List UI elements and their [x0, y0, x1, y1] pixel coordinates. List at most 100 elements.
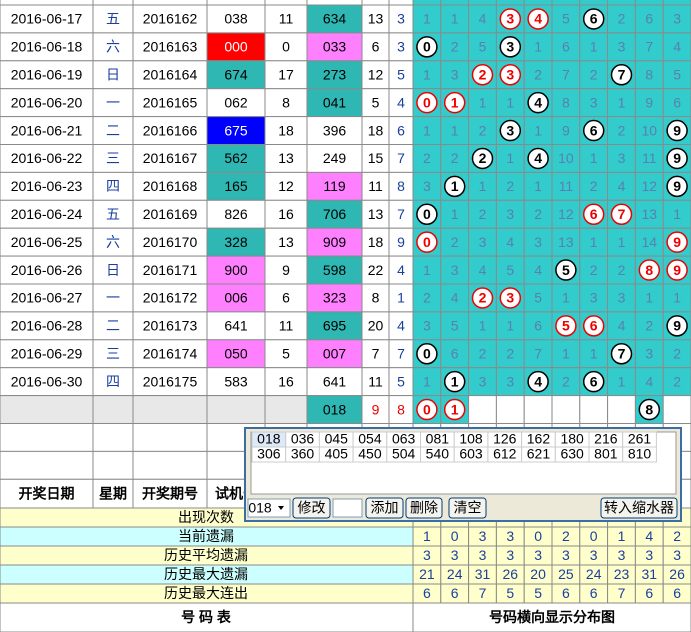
cell [468, 339, 497, 369]
popup-number[interactable]: 261 [628, 431, 652, 447]
weekday: 五 [106, 206, 120, 222]
footer-label: 号码横向显示分布图 [489, 609, 615, 625]
popup-number[interactable]: 504 [392, 446, 416, 462]
popup-number[interactable]: 045 [325, 431, 349, 447]
popup-button-label[interactable]: 转入缩水器 [604, 500, 674, 516]
date: 2016-06-18 [11, 39, 83, 55]
cell [523, 199, 553, 229]
cell [264, 116, 308, 145]
popup-number[interactable]: 405 [325, 446, 349, 462]
popup-number[interactable]: 108 [459, 431, 483, 447]
popup-button[interactable] [292, 497, 331, 519]
popup-button[interactable] [448, 497, 487, 519]
span: 5 [397, 66, 405, 82]
hit-circle [416, 91, 438, 114]
weekday: 四 [106, 178, 120, 194]
n2sum: 6 [372, 39, 380, 55]
popup-select-value[interactable]: 018 [248, 500, 272, 516]
popup-number[interactable]: 216 [594, 431, 618, 447]
date: 2016-06-28 [11, 318, 83, 334]
number2: 041 [323, 94, 347, 110]
miss-count: 3 [645, 345, 653, 361]
popup-number[interactable]: 180 [560, 431, 584, 447]
cell [579, 171, 609, 201]
popup-number[interactable]: 801 [594, 446, 618, 462]
popup-number[interactable]: 018 [257, 431, 281, 447]
cell [551, 0, 581, 6]
weekday: 六 [106, 234, 120, 250]
popup-number[interactable]: 081 [426, 431, 450, 447]
cell [551, 367, 581, 397]
miss-count: 1 [423, 122, 431, 138]
hit-circle [527, 370, 549, 393]
popup-number[interactable]: 162 [527, 431, 551, 447]
popup-select[interactable] [247, 498, 291, 518]
cell [0, 395, 94, 425]
hit-circle [416, 36, 438, 58]
stat-value: 31 [475, 566, 491, 582]
date: 2016-06-21 [11, 122, 83, 138]
popup-number[interactable]: 621 [527, 446, 551, 462]
cell [92, 450, 134, 480]
cell [264, 367, 308, 397]
popup-number[interactable]: 126 [493, 431, 517, 447]
popup-number[interactable]: 360 [291, 446, 315, 462]
popup-cell[interactable] [622, 446, 657, 463]
hit-circle [582, 370, 605, 393]
stat-value: 3 [618, 547, 626, 563]
popup-number[interactable]: 810 [628, 446, 652, 462]
popup-number[interactable]: 612 [493, 446, 517, 462]
popup-button-label[interactable]: 清空 [454, 500, 482, 516]
popup-input[interactable] [332, 498, 363, 518]
miss-count: 3 [451, 262, 459, 278]
hit-number: 6 [590, 373, 598, 389]
popup-button-label[interactable]: 修改 [298, 500, 326, 516]
miss-count: 1 [534, 122, 542, 138]
footer-label: 号 码 表 [181, 609, 232, 625]
cell [662, 367, 691, 397]
popup-button-label[interactable]: 删除 [410, 500, 438, 516]
miss-count: 4 [618, 318, 626, 334]
cell [579, 227, 609, 257]
hit-number: 4 [534, 150, 542, 166]
popup-number[interactable]: 450 [358, 446, 382, 462]
cell [579, 32, 609, 62]
popup-number[interactable]: 036 [291, 431, 315, 447]
number: 583 [224, 373, 248, 389]
miss-count: 14 [642, 234, 658, 250]
cell [551, 395, 581, 425]
date: 2016-06-29 [11, 345, 83, 361]
popup-number[interactable]: 054 [358, 431, 382, 447]
popup-number[interactable]: 603 [459, 446, 483, 462]
cell [495, 395, 525, 425]
stat-value: 3 [479, 528, 487, 544]
popup-number[interactable]: 630 [560, 446, 584, 462]
cell [361, 32, 390, 62]
hit-circle [416, 398, 438, 421]
number: 006 [224, 290, 248, 306]
miss-count: 1 [534, 178, 542, 194]
stat-value: 6 [673, 585, 681, 601]
popup-button[interactable] [405, 497, 443, 519]
cell [92, 171, 134, 201]
number: 562 [224, 150, 248, 166]
stat-value: 25 [558, 566, 574, 582]
miss-count: 3 [673, 11, 681, 27]
sum: 0 [282, 39, 290, 55]
date: 2016-06-17 [11, 11, 83, 27]
miss-count: 1 [506, 318, 514, 334]
miss-count: 4 [618, 178, 626, 194]
cell [361, 88, 390, 118]
popup-number[interactable]: 063 [392, 431, 416, 447]
cell [361, 4, 390, 34]
popup-number[interactable]: 306 [257, 446, 281, 462]
hit-circle [471, 64, 494, 86]
stat-value: 1 [618, 528, 626, 544]
popup-button[interactable] [365, 497, 404, 519]
miss-count: 1 [479, 178, 487, 194]
popup-button-label[interactable]: 添加 [371, 500, 399, 516]
hit-circle [582, 119, 605, 142]
popup-number[interactable]: 540 [426, 446, 450, 462]
popup-button[interactable] [600, 497, 678, 519]
cell [206, 283, 266, 313]
